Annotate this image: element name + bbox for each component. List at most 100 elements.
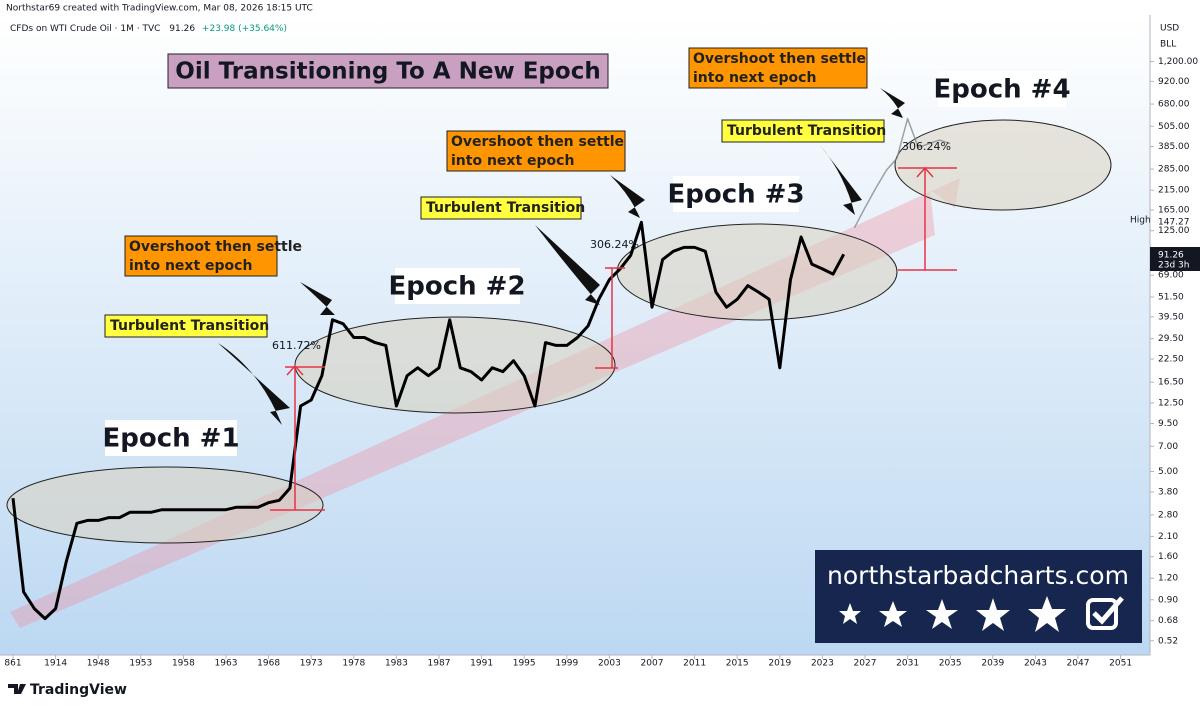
epoch-box: [673, 176, 799, 212]
check: [1092, 596, 1124, 625]
epoch-ellipse: [294, 316, 616, 414]
x-tick-label: 1953: [129, 659, 152, 669]
y-tick-label: 920.00: [1158, 77, 1190, 87]
y-tick-label: 215.00: [1158, 186, 1190, 196]
x-tick-label: 2035: [939, 659, 962, 669]
x-tick-label: 1983: [385, 659, 408, 669]
overshoot-label: into next epoch: [451, 153, 574, 169]
brand: TradingView: [30, 682, 127, 698]
y-tick-label: 385.00: [1158, 142, 1190, 152]
x-tick-label: 1958: [172, 659, 195, 669]
epoch-box: [105, 420, 237, 456]
epoch-box: [395, 268, 520, 304]
epoch-ellipse: [6, 466, 324, 544]
x-tick-label: 1914: [44, 659, 67, 669]
overshoot-box: [124, 235, 278, 277]
high-value: 147.27: [1158, 218, 1190, 228]
price-badge: [1150, 247, 1200, 271]
star: [839, 603, 861, 624]
measure-label: 306.24%: [902, 140, 951, 153]
y-tick-label: 285.00: [1158, 165, 1190, 175]
x-tick-label: 2007: [641, 659, 664, 669]
watermark-box: [815, 550, 1142, 643]
measure-arrow: [286, 364, 304, 376]
y-tick-label: 1.60: [1158, 552, 1178, 562]
credit: Northstar69 created with TradingView.com…: [6, 4, 313, 14]
x-tick-label: 2023: [811, 659, 834, 669]
title-box: [167, 53, 609, 89]
overshoot-box: [446, 130, 626, 172]
y-tick-label: 16.50: [1158, 378, 1184, 388]
y-tick-label: 3.80: [1158, 488, 1178, 498]
legend: CFDs on WTI Crude Oil · 1M · TVC 91.26 +…: [10, 24, 287, 34]
turbulent-box: [420, 196, 582, 220]
title: Oil Transitioning To A New Epoch: [175, 59, 600, 85]
brand-logo: [8, 684, 26, 694]
epoch-label: Epoch #4: [933, 75, 1070, 105]
x-tick-label: 2015: [726, 659, 749, 669]
turbulent-label: Turbulent Transition: [426, 200, 585, 216]
x-tick-label: 2003: [598, 659, 621, 669]
countdown: 23d 3h: [1158, 261, 1189, 271]
y-tick-label: 165.00: [1158, 205, 1190, 215]
y-tick-label: 1,200.00: [1158, 57, 1198, 67]
pointer-arrow: [820, 145, 862, 215]
unit: BLL: [1160, 40, 1176, 50]
epoch-label: Epoch #2: [388, 272, 525, 302]
y-tick-label: 7.00: [1158, 442, 1178, 452]
y-tick-label: 0.52: [1158, 636, 1178, 646]
pointer-arrows: [218, 88, 905, 425]
x-tick-label: 2011: [683, 659, 706, 669]
x-tick-label: 2043: [1024, 659, 1047, 669]
star: [976, 598, 1010, 631]
epoch-label: Epoch #3: [667, 180, 804, 210]
price-line: [11, 220, 846, 621]
star: [926, 599, 958, 629]
y-tick-label: 22.50: [1158, 354, 1184, 364]
measure-arrow: [916, 166, 934, 178]
measures: [270, 166, 957, 511]
y-tick-label: 51.50: [1158, 293, 1184, 303]
x-tick-label: 1991: [470, 659, 493, 669]
overshoot-box: [688, 47, 868, 89]
stars: [839, 596, 1124, 632]
x-tick-label: 1978: [342, 659, 365, 669]
x-tick-label: 2051: [1109, 659, 1132, 669]
y-tick-label: 505.00: [1158, 122, 1190, 132]
turbulent-label: Turbulent Transition: [727, 123, 886, 139]
overshoot-label: Overshoot then settle: [129, 239, 302, 255]
price-badge-value: 91.26: [1158, 251, 1184, 261]
epoch-label: Epoch #1: [102, 424, 239, 454]
y-tick-label: 0.90: [1158, 595, 1178, 605]
overshoot-label: Overshoot then settle: [451, 134, 624, 150]
y-tick-label: 680.00: [1158, 100, 1190, 110]
overshoot-label: Overshoot then settle: [693, 51, 866, 67]
measure-label: 611.72%: [272, 339, 321, 352]
watermark: northstarbadcharts.com: [827, 561, 1129, 590]
x-tick-label: 1999: [555, 659, 578, 669]
x-tick-label: 1963: [215, 659, 238, 669]
x-tick-label: 2027: [854, 659, 877, 669]
overshoot-label: into next epoch: [129, 258, 252, 274]
y-tick-label: 2.10: [1158, 532, 1178, 542]
pointer-arrow: [880, 88, 905, 118]
y-tick-label: 69.00: [1158, 271, 1184, 281]
x-tick-label: 2047: [1067, 659, 1090, 669]
y-tick-label: 9.50: [1158, 419, 1178, 429]
epoch-box: [938, 71, 1066, 107]
y-tick-label: 2.80: [1158, 510, 1178, 520]
y-tick-label: 39.50: [1158, 312, 1184, 322]
y-tick-label: 12.50: [1158, 398, 1184, 408]
measure-label: 306.24%: [590, 238, 639, 251]
star: [879, 601, 907, 627]
currency: USD: [1160, 24, 1179, 34]
pointer-arrow: [300, 282, 335, 315]
turbulent-label: Turbulent Transition: [110, 318, 269, 334]
pointer-arrow: [535, 225, 600, 305]
price-line: [853, 117, 951, 229]
x-tick-label: 2019: [768, 659, 791, 669]
y-tick-label: 29.50: [1158, 334, 1184, 344]
star: [1028, 596, 1066, 632]
x-tick-label: 1995: [513, 659, 536, 669]
